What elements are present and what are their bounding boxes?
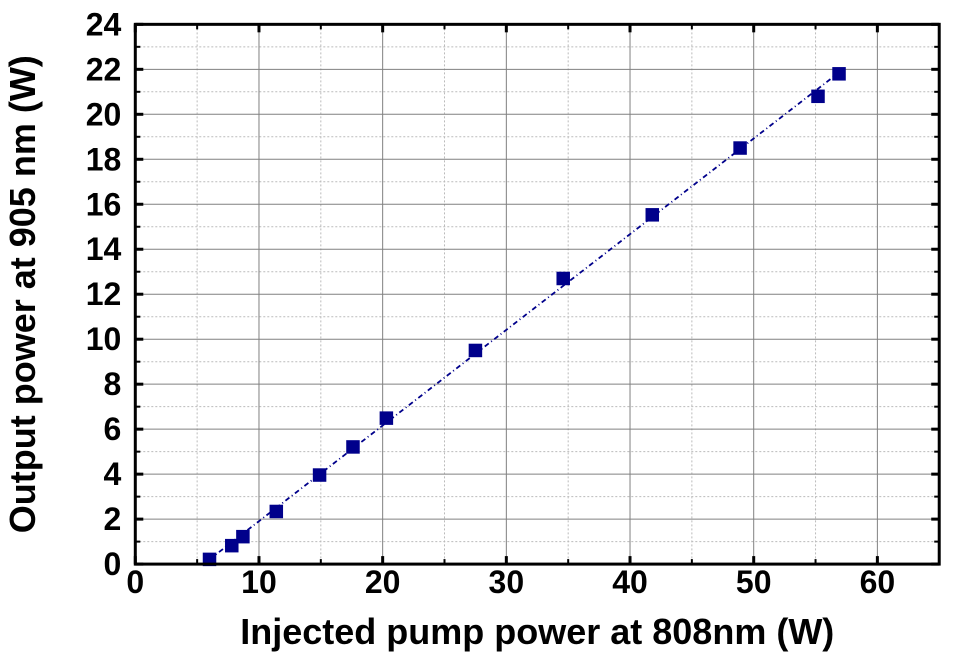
svg-text:16: 16 — [86, 186, 122, 222]
svg-text:30: 30 — [489, 564, 525, 600]
svg-text:Injected pump power at 808nm (: Injected pump power at 808nm (W) — [240, 611, 834, 652]
svg-text:12: 12 — [86, 276, 122, 312]
svg-text:6: 6 — [104, 411, 122, 447]
svg-text:2: 2 — [104, 501, 122, 537]
svg-text:20: 20 — [86, 96, 122, 132]
svg-text:18: 18 — [86, 141, 122, 177]
svg-text:40: 40 — [612, 564, 648, 600]
svg-text:24: 24 — [86, 6, 122, 42]
svg-text:8: 8 — [104, 366, 122, 402]
svg-text:50: 50 — [736, 564, 772, 600]
svg-text:0: 0 — [104, 546, 122, 582]
svg-text:60: 60 — [860, 564, 896, 600]
svg-text:4: 4 — [104, 456, 122, 492]
svg-text:10: 10 — [86, 321, 122, 357]
svg-text:10: 10 — [241, 564, 277, 600]
svg-text:22: 22 — [86, 51, 122, 87]
svg-text:0: 0 — [126, 564, 144, 600]
svg-text:Output power at 905 nm (W): Output power at 905 nm (W) — [2, 55, 43, 533]
svg-text:14: 14 — [86, 231, 122, 267]
svg-text:20: 20 — [365, 564, 401, 600]
